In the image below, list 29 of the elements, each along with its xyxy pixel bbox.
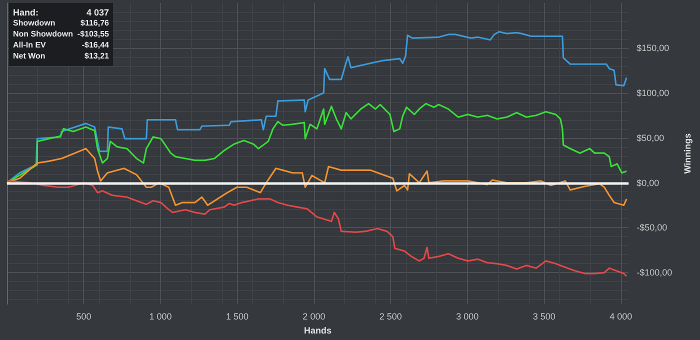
x-tick-label: 1 000: [149, 312, 172, 322]
x-tick-label: 3 000: [456, 312, 479, 322]
y-tick-label: -$50,00: [636, 222, 668, 233]
x-tick-label: 1 500: [226, 312, 248, 322]
y-tick-label: $100,00: [636, 88, 670, 98]
annotation: Non Showdown: [13, 30, 74, 38]
x-tick-label: 2 500: [379, 312, 402, 322]
y-tick-label: -$100,00: [636, 268, 672, 278]
annotation: Net Won: [13, 52, 46, 60]
annotation: $13,21: [84, 52, 110, 60]
y-tick-label: $0,00: [636, 178, 660, 188]
annotation: -$103,55: [77, 30, 110, 38]
annotation: Showdown: [13, 18, 56, 28]
annotation: Hand:: [13, 8, 38, 18]
x-tick-label: 4 000: [610, 312, 632, 322]
line-series: [6, 180, 628, 278]
x-tick-label: 500: [76, 312, 92, 322]
line-series: [6, 102, 628, 184]
annotation: 4 037: [86, 8, 109, 18]
annotation: $116,76: [80, 18, 110, 28]
x-axis-title: Hands: [304, 326, 332, 336]
y-tick-label: $50,00: [636, 132, 664, 143]
annotation: -$16,44: [82, 40, 110, 50]
y-axis-title: Winnings: [682, 133, 692, 174]
annotation: All-In EV: [13, 40, 47, 50]
x-tick-label: 2 000: [302, 312, 326, 322]
y-tick-label: $150,00: [636, 42, 670, 53]
line-series: [6, 148, 628, 206]
x-tick-label: 3 500: [532, 312, 556, 322]
